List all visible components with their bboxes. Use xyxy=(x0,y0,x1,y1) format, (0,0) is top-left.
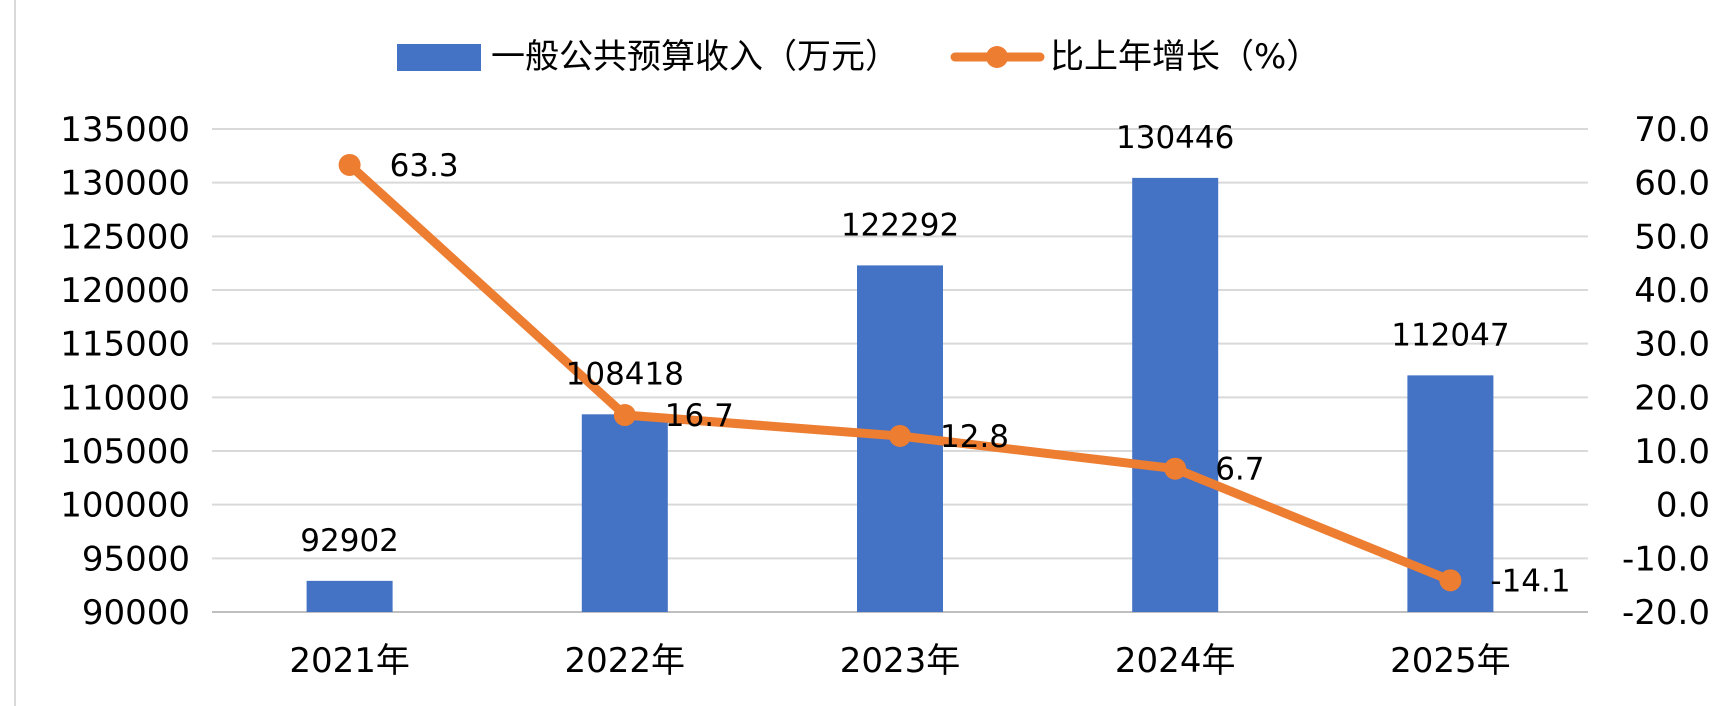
x-tick-label: 2021年 xyxy=(289,641,410,681)
line-point xyxy=(1164,457,1187,480)
y-right-tick-label: 60.0 xyxy=(1634,164,1710,204)
line-point xyxy=(889,424,911,447)
bar-value-label: 92902 xyxy=(300,523,399,559)
y-left-tick-label: 115000 xyxy=(60,325,190,365)
y-right-tick-label: 10.0 xyxy=(1634,432,1710,472)
bar-value-label: 112047 xyxy=(1391,317,1509,353)
line-value-label: 12.8 xyxy=(940,419,1009,455)
x-tick-label: 2025年 xyxy=(1390,641,1511,681)
line-series xyxy=(338,153,1462,592)
bar-series xyxy=(306,177,1494,613)
line-point xyxy=(1439,569,1462,592)
y-right-tick-label: 40.0 xyxy=(1634,271,1710,311)
y-left-tick-label: 130000 xyxy=(60,164,190,204)
y-left-tick-label: 90000 xyxy=(82,593,190,633)
legend-line-label: 比上年增长（%） xyxy=(1050,37,1320,77)
bar-value-label: 122292 xyxy=(841,207,959,243)
y-right-tick-label: -10.0 xyxy=(1622,539,1710,579)
y-right-tick-label: 70.0 xyxy=(1634,110,1710,150)
bar xyxy=(1132,177,1219,613)
y-left-tick-label: 95000 xyxy=(82,539,190,579)
y-left-tick-label: 105000 xyxy=(60,432,190,472)
y-left-tick-label: 125000 xyxy=(60,217,190,257)
axes: 90000 95000 100000 105000 110000 115000 120000… xyxy=(60,110,1710,681)
x-tick-label: 2023年 xyxy=(840,641,961,681)
y-right-tick-label: 30.0 xyxy=(1634,325,1710,365)
y-left-tick-label: 135000 xyxy=(60,110,190,150)
line-value-label: 6.7 xyxy=(1215,452,1264,488)
bar xyxy=(581,414,668,612)
line-value-label: -14.1 xyxy=(1490,563,1570,599)
line-point xyxy=(613,404,636,427)
line-value-label: 16.7 xyxy=(665,398,734,434)
legend-bar-swatch xyxy=(397,44,481,71)
y-left-tick-label: 100000 xyxy=(60,486,190,526)
y-right-tick-label: 0.0 xyxy=(1656,486,1710,526)
y-right-tick-label: 50.0 xyxy=(1634,217,1710,257)
y-left-tick-label: 110000 xyxy=(60,378,190,418)
x-tick-label: 2024年 xyxy=(1115,641,1236,681)
y-right-tick-label: -20.0 xyxy=(1622,593,1710,633)
chart-frame xyxy=(14,0,1729,706)
bar xyxy=(306,580,393,612)
y-right-tick-label: 20.0 xyxy=(1634,378,1710,418)
bar-value-label: 108418 xyxy=(566,356,684,392)
x-tick-label: 2022年 xyxy=(565,641,686,681)
legend-bar-label: 一般公共预算收入（万元） xyxy=(491,37,899,77)
line-point xyxy=(338,153,361,176)
y-left-tick-label: 120000 xyxy=(60,271,190,311)
data-labels: 92902 108418 122292 130446 112047 63.3 16.7 12.… xyxy=(300,120,1570,599)
legend-line-marker xyxy=(986,46,1008,68)
bar-value-label: 130446 xyxy=(1116,120,1234,156)
legend: 一般公共预算收入（万元） 比上年增长（%） xyxy=(397,37,1320,77)
gridlines xyxy=(212,128,1588,613)
line-value-label: 63.3 xyxy=(390,148,459,184)
